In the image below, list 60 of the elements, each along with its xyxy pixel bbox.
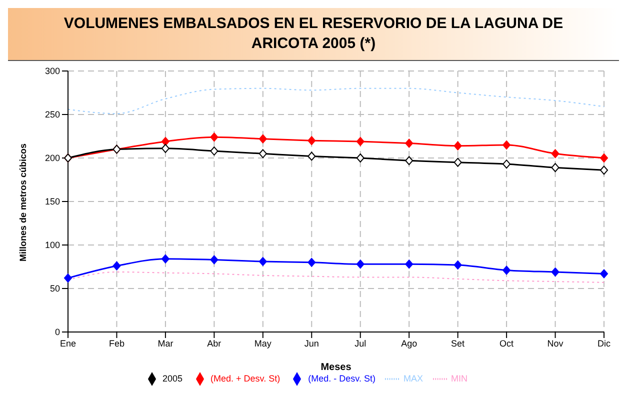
point	[405, 260, 414, 269]
y-axis-title: Millones de metros cúbicos	[18, 143, 28, 262]
y-tick-label: 50	[50, 284, 60, 294]
x-tick-label: Dic	[598, 338, 611, 348]
point	[600, 269, 608, 278]
point	[502, 140, 511, 150]
point	[308, 152, 316, 161]
point	[356, 260, 364, 269]
x-tick-label: Oct	[500, 338, 514, 348]
legend-label: (Med. - Desv. St)	[308, 373, 376, 384]
x-tick-label: Feb	[108, 338, 124, 348]
point	[356, 154, 364, 162]
y-tick-label: 150	[44, 196, 60, 207]
point	[600, 154, 608, 162]
y-tick-label: 300	[44, 66, 60, 76]
line-series	[68, 88, 604, 114]
point	[356, 136, 364, 146]
point	[308, 258, 316, 267]
point	[502, 266, 511, 275]
point	[405, 156, 414, 166]
legend-label: 2005	[162, 373, 183, 384]
point	[405, 138, 414, 148]
point	[600, 166, 608, 175]
point	[551, 163, 560, 172]
x-tick-label: Ago	[401, 338, 418, 348]
point	[308, 136, 316, 146]
legend-label: (Med. + Desv. St)	[210, 373, 280, 384]
point	[210, 255, 218, 264]
x-tick-label: Mar	[158, 338, 174, 348]
x-tick-label: Abr	[207, 338, 222, 348]
chart-title: VOLUMENES EMBALSADOS EN EL RESERVORIO DE LA LAGUNA DE ARICOTA 2005 (*)	[8, 8, 619, 61]
point	[161, 144, 170, 153]
y-tick-label: 100	[44, 240, 60, 250]
x-tick-label: Jun	[304, 338, 319, 348]
legend-label: MAX	[403, 373, 423, 384]
x-axis-title: Meses	[320, 362, 352, 373]
point	[64, 274, 72, 283]
point	[161, 254, 170, 264]
point	[551, 149, 560, 158]
legend-label: MIN	[451, 373, 468, 384]
x-tick-label: Ene	[60, 338, 76, 348]
point	[454, 158, 462, 167]
y-tick-label: 250	[44, 110, 60, 120]
point	[454, 260, 462, 270]
point	[502, 160, 511, 169]
y-tick-label: 0	[54, 327, 60, 338]
x-tick-label: Set	[451, 338, 466, 348]
x-tick-label: May	[254, 338, 272, 348]
point	[454, 141, 462, 150]
y-tick-label: 200	[44, 153, 60, 164]
point	[551, 267, 560, 276]
x-tick-label: Nov	[547, 338, 564, 348]
point	[210, 146, 218, 156]
point	[161, 136, 170, 146]
point	[258, 257, 267, 266]
x-tick-label: Jul	[354, 338, 366, 348]
point	[258, 134, 267, 144]
point	[258, 149, 267, 158]
point	[210, 132, 218, 142]
point	[112, 261, 121, 270]
